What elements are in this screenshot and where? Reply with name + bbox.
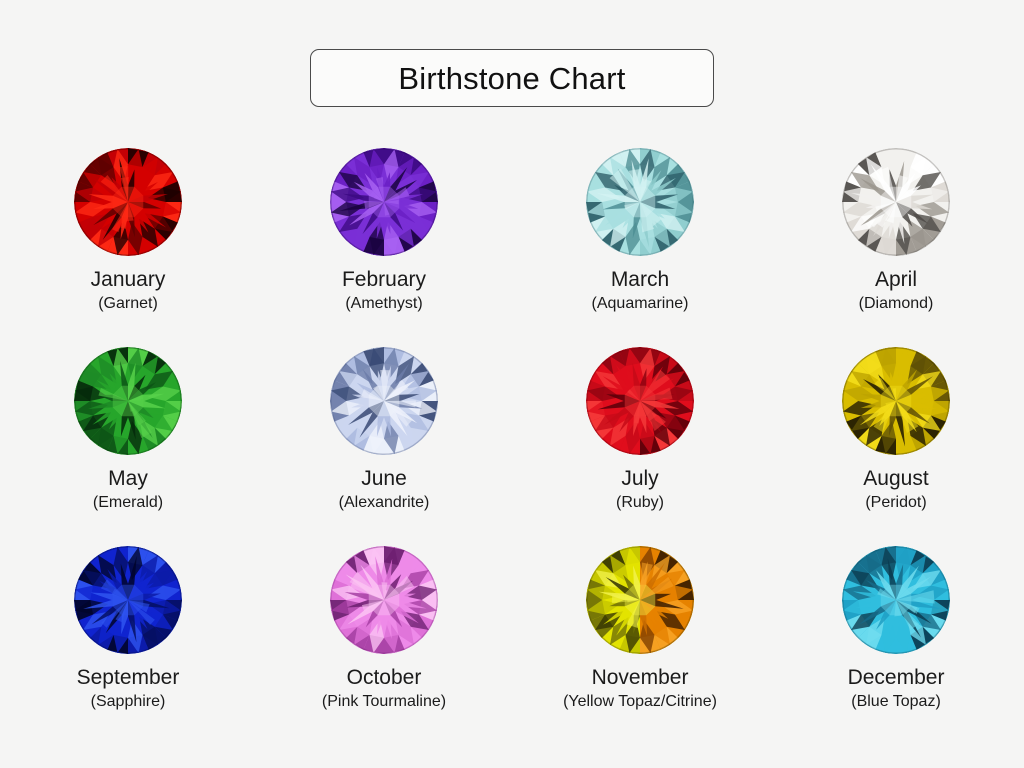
round-brilliant-gem-icon	[74, 347, 182, 455]
birthstone-stone-label: (Yellow Topaz/Citrine)	[563, 693, 717, 711]
round-brilliant-gem-icon	[330, 546, 438, 654]
round-brilliant-gem-icon	[330, 347, 438, 455]
birthstone-month-label: April	[874, 268, 917, 291]
birthstone-month-label: December	[847, 666, 945, 689]
round-brilliant-gem-icon	[842, 148, 950, 256]
birthstone-month-label: July	[621, 467, 659, 490]
birthstone-cell-january[interactable]: January (Garnet)	[0, 148, 256, 347]
birthstone-cell-june[interactable]: June (Alexandrite)	[256, 347, 512, 546]
birthstone-stone-label: (Pink Tourmaline)	[321, 693, 447, 711]
birthstone-stone-label: (Alexandrite)	[338, 494, 430, 512]
birthstone-month-label: January	[90, 268, 166, 291]
birthstone-grid: January (Garnet) February (Amethyst) March (A…	[0, 148, 1024, 745]
birthstone-month-label: June	[361, 467, 407, 490]
birthstone-cell-december[interactable]: December (Blue Topaz)	[768, 546, 1024, 745]
round-brilliant-gem-icon	[74, 546, 182, 654]
round-brilliant-gem-split-icon	[586, 546, 694, 654]
round-brilliant-gem-icon	[842, 546, 950, 654]
round-brilliant-gem-icon	[586, 347, 694, 455]
round-brilliant-gem-icon	[330, 148, 438, 256]
page-title-box: Birthstone Chart	[310, 49, 714, 107]
birthstone-month-label: February	[341, 268, 427, 291]
birthstone-cell-may[interactable]: May (Emerald)	[0, 347, 256, 546]
birthstone-cell-november[interactable]: November (Yellow Topaz/Citrine)	[512, 546, 768, 745]
round-brilliant-gem-icon	[74, 148, 182, 256]
birthstone-stone-label: (Emerald)	[92, 494, 164, 512]
round-brilliant-gem-icon	[842, 347, 950, 455]
birthstone-cell-february[interactable]: February (Amethyst)	[256, 148, 512, 347]
birthstone-month-label: October	[346, 666, 422, 689]
birthstone-cell-april[interactable]: April (Diamond)	[768, 148, 1024, 347]
birthstone-stone-label: (Sapphire)	[90, 693, 166, 711]
birthstone-month-label: August	[863, 467, 929, 490]
birthstone-month-label: September	[76, 666, 180, 689]
birthstone-cell-august[interactable]: August (Peridot)	[768, 347, 1024, 546]
page-title-container: Birthstone Chart	[0, 49, 1024, 107]
birthstone-cell-march[interactable]: March (Aquamarine)	[512, 148, 768, 347]
round-brilliant-gem-icon	[586, 148, 694, 256]
birthstone-month-label: November	[591, 666, 689, 689]
birthstone-stone-label: (Blue Topaz)	[851, 693, 941, 711]
birthstone-stone-label: (Ruby)	[615, 494, 664, 512]
birthstone-month-label: March	[610, 268, 670, 291]
birthstone-stone-label: (Amethyst)	[345, 295, 423, 313]
birthstone-cell-october[interactable]: October (Pink Tourmaline)	[256, 546, 512, 745]
birthstone-month-label: May	[108, 467, 148, 490]
page-title: Birthstone Chart	[398, 60, 626, 96]
birthstone-stone-label: (Peridot)	[865, 494, 927, 512]
birthstone-stone-label: (Aquamarine)	[591, 295, 689, 313]
birthstone-stone-label: (Diamond)	[858, 295, 934, 313]
birthstone-cell-july[interactable]: July (Ruby)	[512, 347, 768, 546]
birthstone-cell-september[interactable]: September (Sapphire)	[0, 546, 256, 745]
birthstone-stone-label: (Garnet)	[98, 295, 158, 313]
